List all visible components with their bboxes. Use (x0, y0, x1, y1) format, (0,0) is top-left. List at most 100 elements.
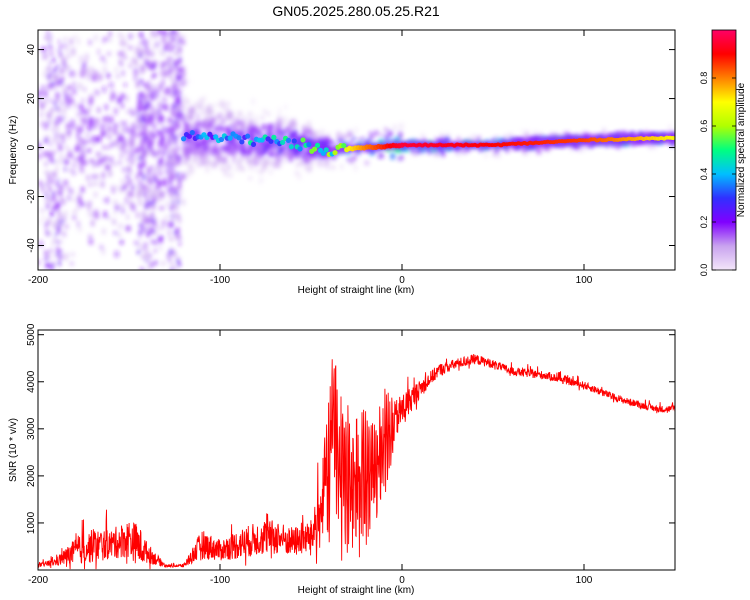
spectrogram-cell (224, 126, 230, 133)
spectrogram-cell (40, 120, 46, 127)
spectrogram-cell (154, 108, 159, 116)
spectrogram-cell (162, 178, 166, 184)
spectrogram-cell (155, 231, 160, 236)
spectrogram-cell (175, 160, 179, 165)
spectrogram-cell (170, 111, 174, 116)
spectrogram-cell (223, 168, 227, 176)
spectrogram-cell (140, 171, 146, 176)
spectrogram-cell (59, 69, 63, 74)
spectrogram-cell (281, 121, 286, 127)
spectrogram-cell (305, 139, 310, 146)
spectrogram-cell (416, 148, 420, 155)
spectrogram-cell (142, 148, 146, 154)
spectrogram-cell (68, 168, 74, 173)
spectrogram-cell (68, 188, 74, 194)
spectrogram-cell (71, 124, 76, 130)
spectrogram-cell (170, 77, 174, 83)
spectrogram-cell (57, 210, 60, 215)
spectrogram-cell (223, 144, 229, 152)
spectrogram-cell (160, 61, 166, 69)
spectrogram-cell (59, 52, 62, 57)
spectrogram-cell (47, 150, 53, 158)
spectrogram-cell (299, 160, 305, 165)
spectrogram-cell (181, 175, 186, 181)
spectrogram-cell (207, 104, 213, 109)
spectrogram-cell (178, 241, 182, 247)
spectrogram-cell (145, 46, 149, 51)
spectrogram-cell (88, 39, 92, 45)
spectrogram-cell (51, 75, 55, 81)
spectrogram-cell (168, 40, 172, 45)
spectrogram-cell (152, 261, 155, 266)
spectrogram-cell (130, 140, 134, 147)
spectrogram-cell (42, 52, 47, 58)
spectrogram-cell (231, 135, 235, 143)
spectrogram-cell (169, 247, 174, 252)
spectrogram-cell (45, 201, 50, 207)
spectrogram-cell (63, 56, 67, 61)
spectrogram-cell (319, 129, 325, 134)
spectrogram-cell (208, 138, 213, 143)
spectrogram-cell (371, 149, 376, 155)
spectrogram-cell (198, 98, 204, 103)
spectrogram-cell (54, 120, 58, 126)
spectrogram-cell (168, 139, 172, 144)
spectrogram-cell (144, 43, 147, 48)
spectrogram-cell (55, 159, 61, 165)
spectrogram-cell (313, 155, 319, 160)
colorbar-tick-label: 0.6 (699, 120, 709, 133)
spectrogram-cell (148, 230, 152, 235)
spectrogram-cell (108, 31, 112, 37)
spectrogram-cell (140, 113, 144, 120)
spectrogram-cell (149, 130, 154, 138)
spectrogram-cell (80, 202, 85, 207)
spectrogram-cell (211, 110, 215, 115)
spectrogram-cell (147, 256, 151, 261)
spectrogram-cell (144, 117, 150, 124)
spectrogram-cell (41, 215, 45, 220)
spectrogram-cell (254, 128, 259, 134)
spectrogram-cell (143, 254, 147, 259)
spectrogram-cell (245, 127, 249, 135)
spectrogram-cell (51, 191, 55, 196)
spectrogram-cell (159, 206, 165, 211)
spectrogram-cell (190, 107, 196, 113)
spectrogram-cell (151, 89, 155, 95)
spectrogram-cell (341, 133, 346, 139)
spectrogram-cell (503, 134, 508, 141)
spectrogram-cell (219, 147, 224, 153)
spectrogram-cell (280, 145, 285, 152)
spectrogram-cell (144, 257, 147, 263)
spectrogram-cell (130, 203, 135, 210)
spectrogram-cell (89, 99, 93, 105)
spectrogram-cell (102, 37, 106, 44)
spectrogram-cell (532, 131, 538, 136)
spectrogram-cell (47, 118, 51, 124)
spectrogram-cell (168, 230, 171, 235)
spectrogram-cell (175, 111, 179, 117)
spectrogram-cell (177, 122, 180, 128)
spectrogram-cell (143, 112, 147, 117)
spectrogram-cell (63, 42, 67, 48)
spectrogram-cell (110, 185, 115, 191)
spectrogram-cell (56, 251, 59, 257)
spectrogram-cell (65, 123, 70, 130)
spectrogram-cell (76, 125, 80, 133)
spectrogram-cell (63, 90, 67, 95)
spectrogram-cell (172, 93, 175, 99)
spectrogram-cell (47, 111, 53, 117)
spectrogram-cell (154, 223, 158, 228)
spectrogram-cell (142, 48, 146, 54)
spectrogram-cell (71, 215, 77, 220)
spectrogram-cell (76, 203, 81, 210)
spectrogram-cell (257, 130, 261, 137)
spectrogram-cell (44, 190, 48, 195)
spectrogram-cell (143, 96, 147, 102)
spectrogram-cell (170, 128, 174, 134)
spectrogram-cell (55, 116, 59, 123)
spectrogram-cell (233, 116, 237, 123)
spectrogram-cell (82, 118, 88, 126)
spectrogram-cell (142, 129, 147, 137)
spectrogram-cell (227, 150, 233, 156)
